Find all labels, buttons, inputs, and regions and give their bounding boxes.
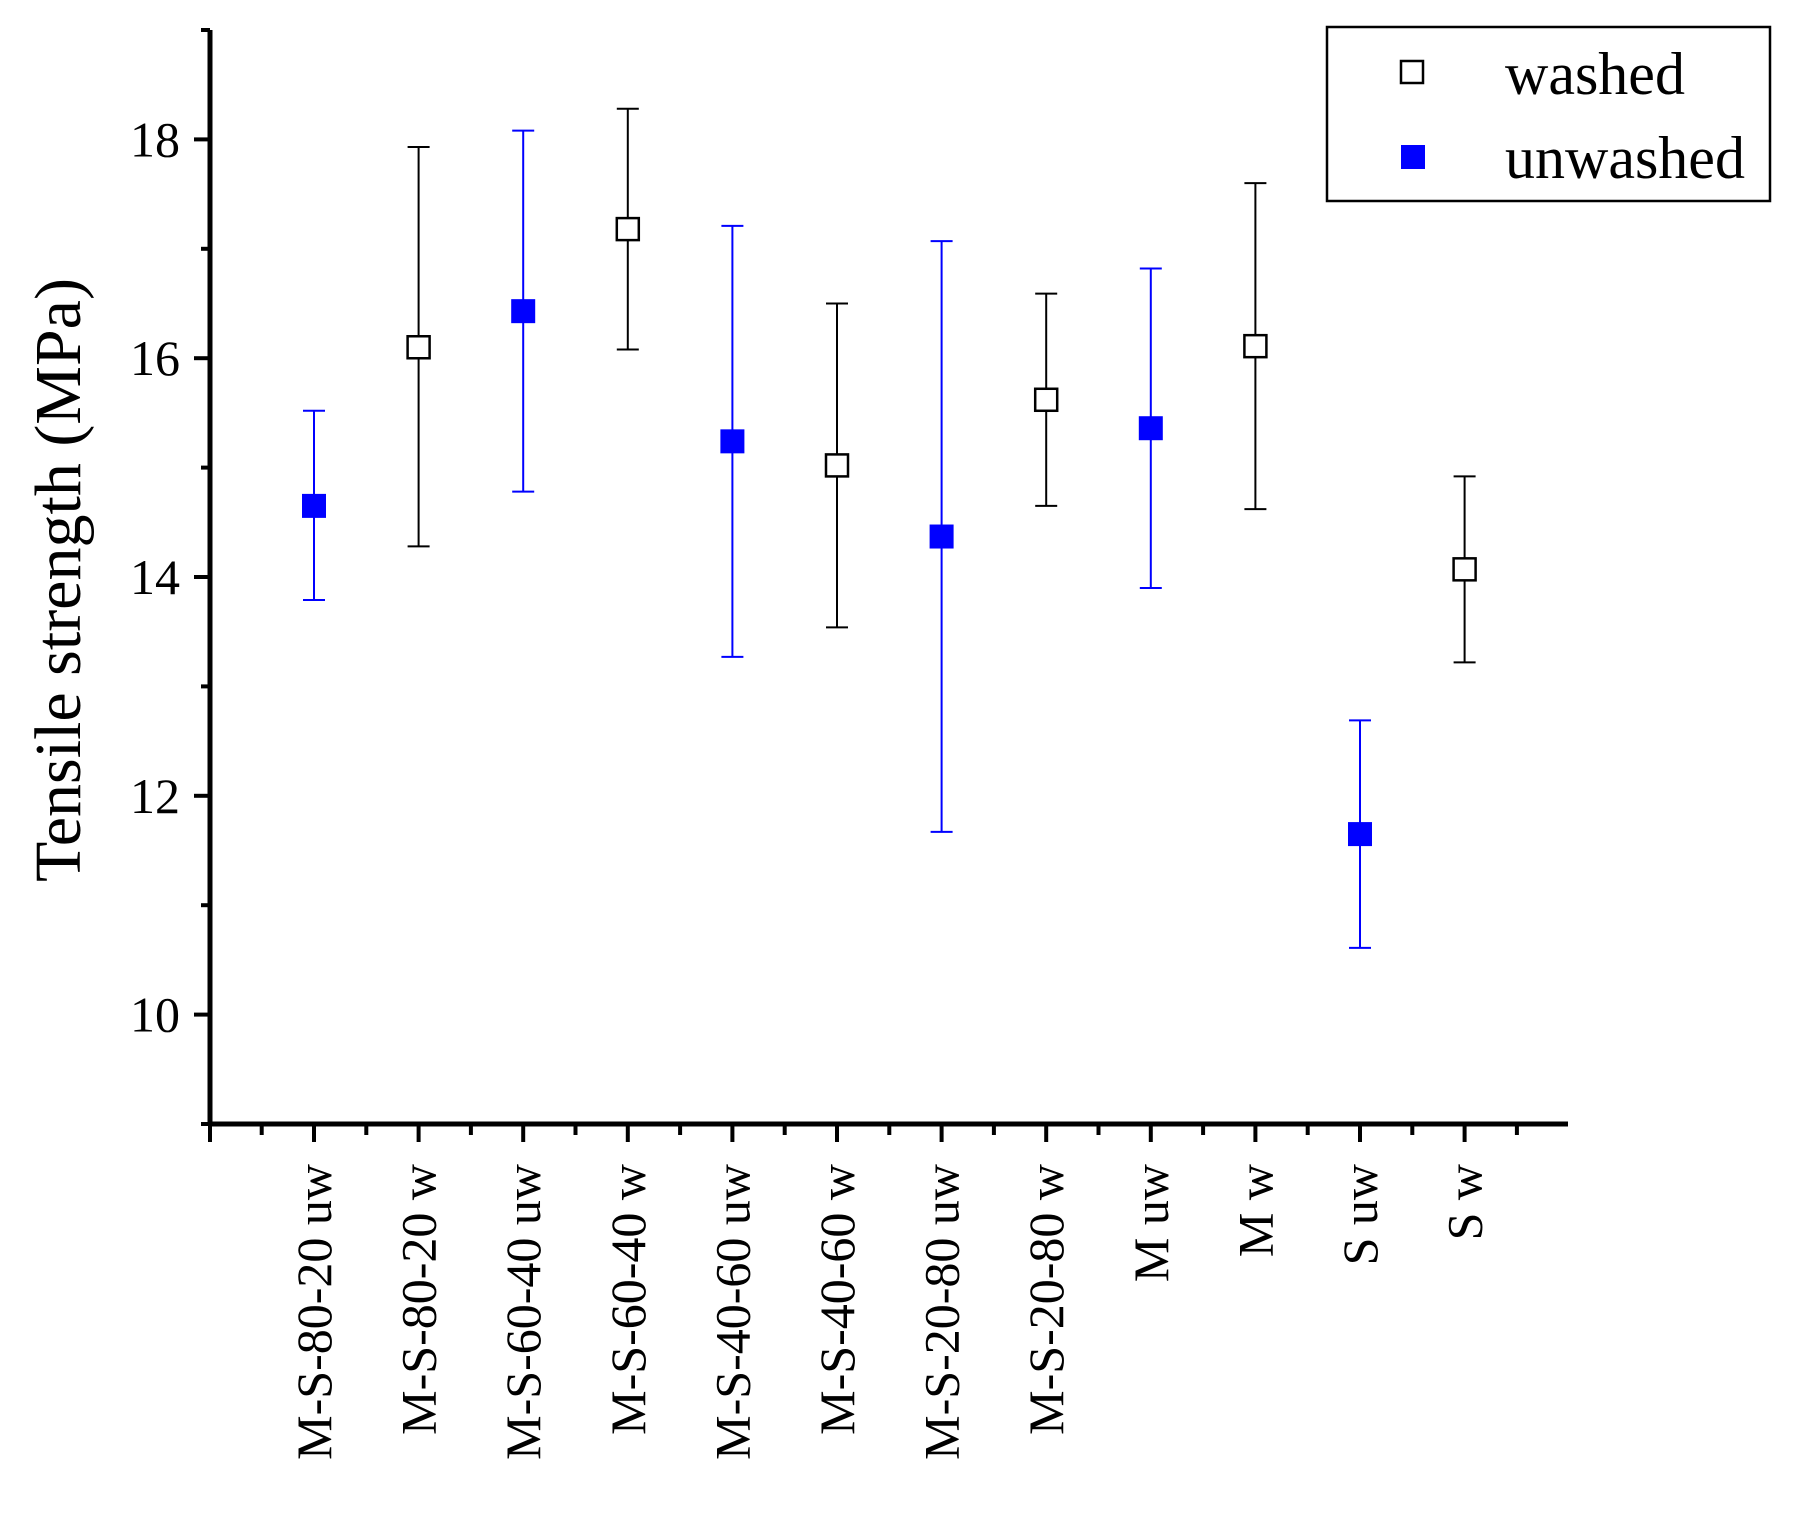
x-category-label: M w [1227, 1164, 1283, 1257]
x-category-label: M-S-80-20 w [391, 1164, 447, 1435]
marker-washed [824, 453, 850, 478]
legend-unwashed-marker [1401, 145, 1425, 169]
y-tick-label: 16 [130, 330, 180, 386]
marker-washed [1452, 557, 1477, 582]
x-category-label: M-S-20-80 uw [914, 1164, 970, 1460]
legend-washed-marker [1399, 59, 1425, 85]
marker-unwashed [1348, 822, 1372, 847]
x-category-label: M-S-40-60 w [809, 1164, 865, 1435]
marker-washed [615, 216, 641, 242]
x-category-label: M-S-60-40 uw [495, 1164, 551, 1460]
marker-unwashed [302, 493, 326, 518]
y-ticks-group: 10 12 14 16 18 [130, 28, 210, 1126]
marker-washed [1243, 333, 1268, 359]
marker-washed [1033, 387, 1059, 413]
x-category-label: M-S-60-40 w [600, 1164, 656, 1435]
x-category-label: M-S-80-20 uw [286, 1164, 342, 1460]
legend: washed unwashed [1325, 25, 1772, 203]
marker-unwashed [1138, 416, 1163, 441]
legend-unwashed-label: unwashed [1505, 125, 1745, 191]
y-tick-label: 14 [130, 549, 180, 605]
marker-unwashed [511, 299, 536, 324]
marker-unwashed [929, 524, 954, 549]
x-category-label: M-S-20-80 w [1018, 1164, 1074, 1435]
y-tick-label: 10 [130, 987, 180, 1043]
error-bars-group [303, 107, 1476, 949]
y-tick-label: 12 [130, 768, 180, 824]
x-category-label: S uw [1332, 1164, 1388, 1265]
legend-washed-label: washed [1505, 41, 1685, 107]
legend-box [1325, 25, 1772, 203]
x-category-label: S w [1437, 1164, 1493, 1240]
x-ticks-group: M-S-80-20 uw M-S-80-20 w M-S-60-40 uw M-S-6… [208, 1124, 1519, 1460]
y-axis-title: Tensile strength (MPa) [22, 278, 95, 882]
y-tick-label: 18 [130, 111, 180, 167]
x-category-label: M uw [1123, 1164, 1179, 1282]
marker-unwashed [720, 429, 745, 454]
marker-washed [406, 335, 431, 360]
markers-group [302, 216, 1477, 847]
x-category-label: M-S-40-60 uw [704, 1164, 760, 1460]
